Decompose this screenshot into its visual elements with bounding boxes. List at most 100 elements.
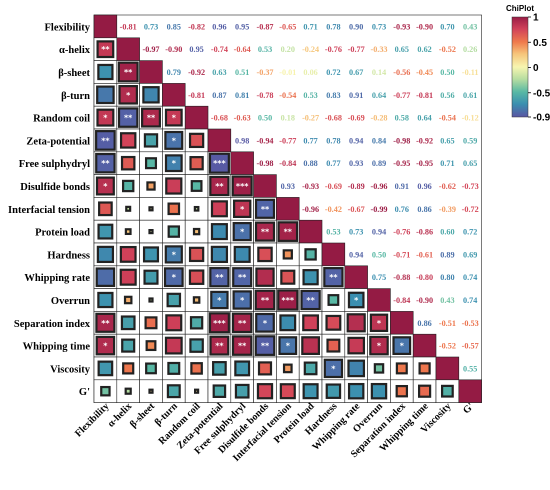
cell-square <box>323 358 344 379</box>
cell-square <box>95 335 116 356</box>
cell-value: -0.87 <box>256 22 273 31</box>
colorbar-tick-label: -0.98 <box>533 113 550 124</box>
cell-value: 0.14 <box>372 68 386 77</box>
cell-value: 0.65 <box>463 159 477 168</box>
significance-mark: *** <box>213 319 226 328</box>
cell-square <box>119 245 137 263</box>
cell-square <box>234 360 251 377</box>
cell-square <box>326 338 341 353</box>
significance-mark: ** <box>215 273 224 282</box>
cell-value: -0.53 <box>462 319 479 328</box>
cell-value: -0.88 <box>393 273 410 282</box>
cell-square <box>167 361 181 375</box>
cell-value: 0.94 <box>349 136 363 145</box>
cell-square <box>148 229 154 235</box>
significance-mark: ** <box>147 114 156 123</box>
cell-value: 0.67 <box>349 68 363 77</box>
cell-square <box>119 268 137 286</box>
cell-square <box>232 222 252 242</box>
cell-value: 0.96 <box>417 182 431 191</box>
row-label-flexibility: Flexibility <box>45 22 91 33</box>
cell-square <box>210 245 229 264</box>
colorbar: ChiPlot 1 0.5 0 -0.5 -0.98 <box>506 4 550 124</box>
cell-value: -0.95 <box>416 159 433 168</box>
cell-value: 0.89 <box>440 250 454 259</box>
col-label-g: G' <box>461 401 476 416</box>
cell-square <box>146 181 156 191</box>
cell-square <box>418 362 431 375</box>
cell-value: -0.71 <box>393 250 410 259</box>
significance-mark: ** <box>101 45 110 54</box>
cell-value: -0.81 <box>188 91 205 100</box>
cell-square <box>148 388 154 394</box>
cell-square <box>209 267 230 288</box>
cell-square <box>97 63 114 81</box>
cell-value: 0.51 <box>235 68 249 77</box>
cell-value: 0.64 <box>417 114 431 123</box>
cell-value: -0.82 <box>188 22 205 31</box>
cell-square <box>304 248 317 261</box>
cell-value: -0.77 <box>393 91 410 100</box>
cell-square <box>209 175 230 197</box>
cell-value: 0.94 <box>372 228 386 237</box>
cell-value: 0.98 <box>235 136 249 145</box>
cell-value: -0.45 <box>416 68 433 77</box>
cell-value: 0.80 <box>440 273 454 282</box>
significance-mark: ** <box>215 182 224 191</box>
matrix-grid: -0.81 0.73 0.85 -0.82 0.96 0.95 -0.87 -0.65 0.71… <box>93 14 482 403</box>
cell-value: 0.43 <box>440 296 454 305</box>
cell-square <box>257 246 273 263</box>
cell-value: -0.51 <box>439 319 456 328</box>
cell-square <box>125 205 132 212</box>
cell-diagonal <box>230 151 254 175</box>
cell-square <box>208 152 230 174</box>
cell-square <box>232 199 252 219</box>
cell-square <box>369 335 389 356</box>
colorbar-tick-label: -0.5 <box>533 88 550 99</box>
significance-mark: * <box>172 273 177 282</box>
cell-square <box>142 86 160 104</box>
significance-mark: * <box>103 182 108 191</box>
significance-mark: * <box>240 296 245 305</box>
row-label-random-coil: Random coil <box>33 114 90 125</box>
cell-square <box>144 316 158 330</box>
cell-value: 0.87 <box>212 91 226 100</box>
cell-diagonal <box>367 288 391 312</box>
row-label-free-sulphydryl: Free sulphydryl <box>19 159 90 170</box>
cell-value: -0.54 <box>439 114 456 123</box>
cell-square <box>395 362 408 375</box>
cell-value: -0.64 <box>234 45 251 54</box>
significance-mark: * <box>331 364 336 373</box>
cell-value: -0.52 <box>439 45 456 54</box>
cell-square <box>121 179 135 193</box>
cell-value: 0.56 <box>440 91 454 100</box>
col-label-flexibility: Flexibility <box>73 401 111 439</box>
cell-square <box>95 312 116 333</box>
cell-square <box>97 360 114 377</box>
cell-square <box>192 296 201 304</box>
cell-value: 0.20 <box>281 45 295 54</box>
cell-value: -0.42 <box>325 205 342 214</box>
cell-square <box>347 359 366 378</box>
row-label-disulfide-bonds: Disulfide bonds <box>20 182 90 193</box>
significance-mark: ** <box>124 114 133 123</box>
significance-mark: ** <box>238 319 247 328</box>
significance-mark: * <box>103 342 108 351</box>
cell-square <box>193 205 200 212</box>
cell-square <box>370 382 388 400</box>
cell-square <box>440 384 454 398</box>
cell-square <box>145 340 157 352</box>
cell-square <box>282 249 293 260</box>
cell-square <box>323 267 344 288</box>
cell-square <box>95 176 115 196</box>
cell-square <box>395 384 409 398</box>
cell-value: -0.56 <box>393 68 410 77</box>
cell-square <box>302 314 320 332</box>
cell-square <box>95 267 116 287</box>
colorbar-tick-label: 0.5 <box>533 38 547 49</box>
cell-square <box>118 85 138 105</box>
significance-mark: * <box>240 228 245 237</box>
cell-diagonal <box>207 128 232 153</box>
significance-mark: *** <box>213 159 226 168</box>
cell-square <box>257 361 273 376</box>
